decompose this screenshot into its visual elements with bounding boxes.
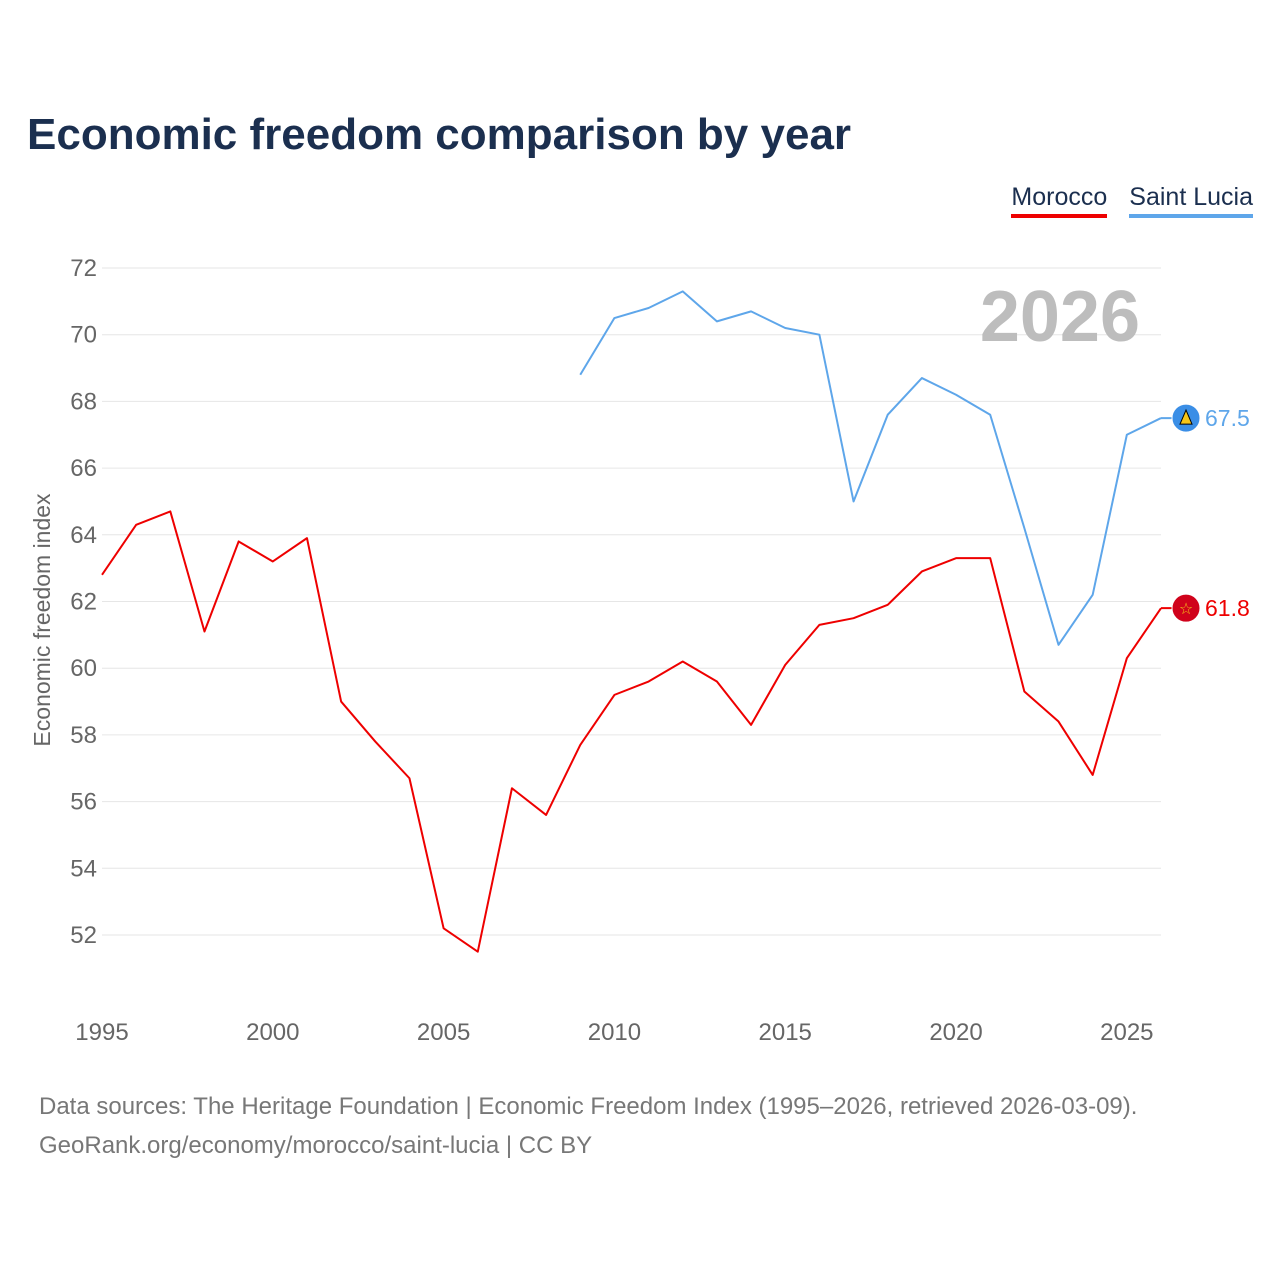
y-tick-label: 66 [70, 455, 97, 482]
y-tick-label: 60 [70, 655, 97, 682]
x-tick-label: 1995 [75, 1019, 128, 1046]
y-tick-label: 70 [70, 322, 97, 349]
y-tick-label: 56 [70, 789, 97, 816]
x-tick-label: 2005 [417, 1019, 470, 1046]
y-tick-label: 54 [70, 855, 97, 882]
x-tick-label: 2015 [759, 1019, 812, 1046]
chart-title: Economic freedom comparison by year [27, 110, 852, 159]
y-axis-label: Economic freedom index [29, 493, 55, 747]
legend: Morocco Saint Lucia [1011, 183, 1253, 218]
y-tick-label: 72 [70, 255, 97, 282]
x-tick-label: 2025 [1100, 1019, 1153, 1046]
y-tick-label: 64 [70, 522, 97, 549]
x-tick-label: 2010 [588, 1019, 641, 1046]
morocco-flag-icon [1171, 593, 1201, 623]
legend-saint-lucia[interactable]: Saint Lucia [1129, 183, 1253, 218]
year-watermark: 2026 [980, 277, 1140, 357]
legend-morocco[interactable]: Morocco [1011, 183, 1108, 218]
footer-sources: Data sources: The Heritage Foundation | … [39, 1093, 1138, 1120]
y-tick-label: 62 [70, 589, 97, 616]
y-tick-label: 68 [70, 388, 97, 415]
series-line-saint-lucia [579, 290, 1162, 646]
x-tick-label: 2020 [929, 1019, 982, 1046]
footer-link[interactable]: GeoRank.org/economy/morocco/saint-lucia … [39, 1132, 593, 1159]
footer: Data sources: The Heritage Foundation | … [39, 1087, 1137, 1165]
series-line-morocco [101, 510, 1162, 953]
end-value-label: 61.8 [1205, 595, 1250, 621]
y-tick-label: 52 [70, 922, 97, 949]
star-icon: ☆ [1179, 601, 1193, 618]
y-tick-label: 58 [70, 722, 97, 749]
triangle-icon [1179, 408, 1193, 425]
x-tick-label: 2000 [246, 1019, 299, 1046]
end-value-label: 67.5 [1205, 405, 1250, 431]
